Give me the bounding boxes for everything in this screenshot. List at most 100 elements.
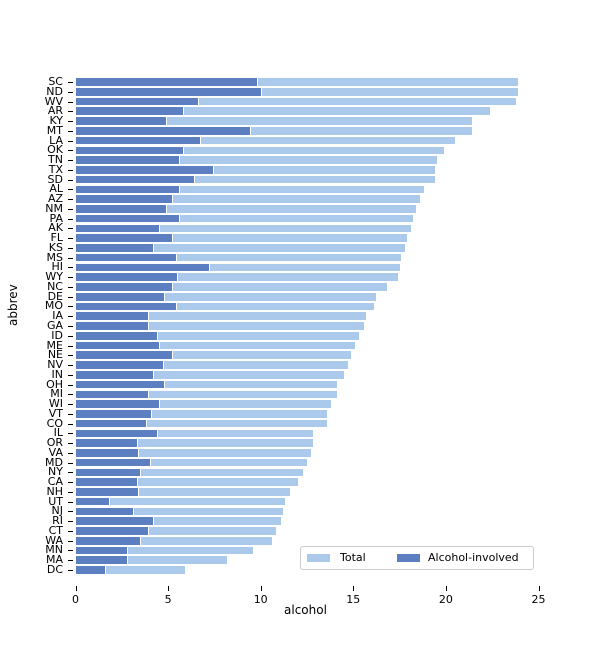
bar-alcohol-involved [75, 458, 151, 467]
x-axis-title: alcohol [284, 603, 327, 617]
y-tick [68, 150, 73, 151]
y-tick-label: MN [45, 543, 63, 557]
y-tick [68, 170, 73, 171]
y-tick-label: WI [48, 397, 63, 411]
bar-total [75, 214, 413, 223]
y-tick [68, 277, 73, 278]
x-tick-label: 20 [438, 593, 453, 606]
x-tick [353, 586, 354, 591]
y-tick-label: NY [48, 465, 63, 479]
x-tick [446, 586, 447, 591]
y-tick [68, 560, 73, 561]
bar-alcohol-involved [75, 536, 142, 545]
y-tick-label: CO [46, 416, 63, 430]
bar-total [75, 263, 400, 272]
y-tick [68, 472, 73, 473]
bar-total [75, 224, 411, 233]
bar-alcohol-involved [75, 341, 160, 350]
bar-alcohol-involved [75, 244, 155, 252]
y-tick [68, 141, 73, 142]
y-tick-label: LA [49, 133, 63, 147]
y-tick [68, 248, 73, 249]
y-tick-label: MA [45, 553, 63, 567]
y-tick-label: NE [47, 348, 63, 362]
y-tick [68, 189, 73, 190]
bar-alcohol-involved [75, 224, 160, 233]
bar-alcohol-involved [75, 283, 173, 291]
x-tick-label: 5 [164, 593, 172, 606]
y-tick-label: DC [46, 563, 63, 576]
bar-total [75, 400, 332, 408]
y-tick [68, 297, 73, 298]
bar-total [75, 351, 352, 360]
bar-total [75, 78, 519, 86]
bar-total [75, 146, 445, 155]
y-tick [68, 385, 73, 386]
y-tick-label: OH [46, 377, 63, 391]
y-tick [68, 102, 73, 103]
bar-alcohol-involved [75, 546, 129, 555]
bar-alcohol-involved [75, 468, 142, 477]
x-tick-label: 0 [72, 593, 79, 606]
y-tick-label: VA [48, 445, 63, 459]
bar-alcohol-involved [75, 380, 166, 389]
y-tick [68, 160, 73, 161]
y-tick [68, 531, 73, 532]
bar-alcohol-involved [75, 331, 158, 340]
y-tick [68, 111, 73, 112]
y-tick [68, 541, 73, 542]
x-tick [539, 586, 540, 591]
bar-alcohol-involved [75, 517, 155, 525]
bar-total [75, 361, 348, 369]
y-tick-label: CT [48, 523, 63, 537]
bar-total [75, 517, 282, 525]
y-tick-label: TX [48, 162, 63, 176]
y-tick [68, 238, 73, 239]
bar-alcohol-involved [75, 507, 134, 516]
y-tick-label: WY [45, 270, 63, 284]
y-tick [68, 492, 73, 493]
bar-alcohol-involved [75, 400, 160, 408]
bar-total [75, 468, 304, 477]
bar-alcohol-involved [75, 351, 173, 360]
bar-alcohol-involved [75, 488, 140, 496]
bar-alcohol-involved [75, 166, 214, 174]
y-tick [68, 453, 73, 454]
bar-alcohol-involved [75, 429, 158, 438]
y-tick-label: DE [47, 289, 63, 303]
y-tick-label: OR [46, 436, 63, 450]
bar-total [75, 117, 472, 125]
y-tick-label: MS [46, 250, 63, 264]
bar-total [75, 449, 311, 457]
y-tick-label: NC [47, 279, 63, 293]
y-tick-label: NV [47, 358, 63, 372]
y-tick-label: WV [44, 94, 63, 108]
bar-alcohol-involved [75, 527, 149, 535]
bar-alcohol-involved [75, 253, 177, 262]
y-tick [68, 258, 73, 259]
y-tick [68, 287, 73, 288]
y-tick [68, 228, 73, 229]
bar-total [75, 302, 374, 311]
bar-total [75, 419, 328, 428]
y-tick-label: AR [47, 104, 63, 118]
bar-alcohol-involved [75, 410, 153, 418]
bar-total [75, 527, 276, 535]
y-tick-label: MD [45, 455, 63, 469]
y-tick [68, 394, 73, 395]
x-tick-label: 15 [346, 593, 361, 606]
bar-alcohol-involved [75, 556, 129, 565]
legend-label-alcohol: Alcohol-involved [428, 551, 519, 564]
y-tick [68, 82, 73, 83]
bar-alcohol-involved [75, 390, 149, 399]
bar-total [75, 439, 313, 447]
y-tick [68, 550, 73, 551]
y-tick [68, 219, 73, 220]
bar-total [75, 429, 313, 438]
bar-total [75, 166, 435, 174]
bar-total [75, 458, 307, 467]
bar-total [75, 185, 424, 194]
y-tick [68, 121, 73, 122]
bar-alcohol-involved [75, 273, 179, 281]
bar-alcohol-involved [75, 214, 181, 223]
